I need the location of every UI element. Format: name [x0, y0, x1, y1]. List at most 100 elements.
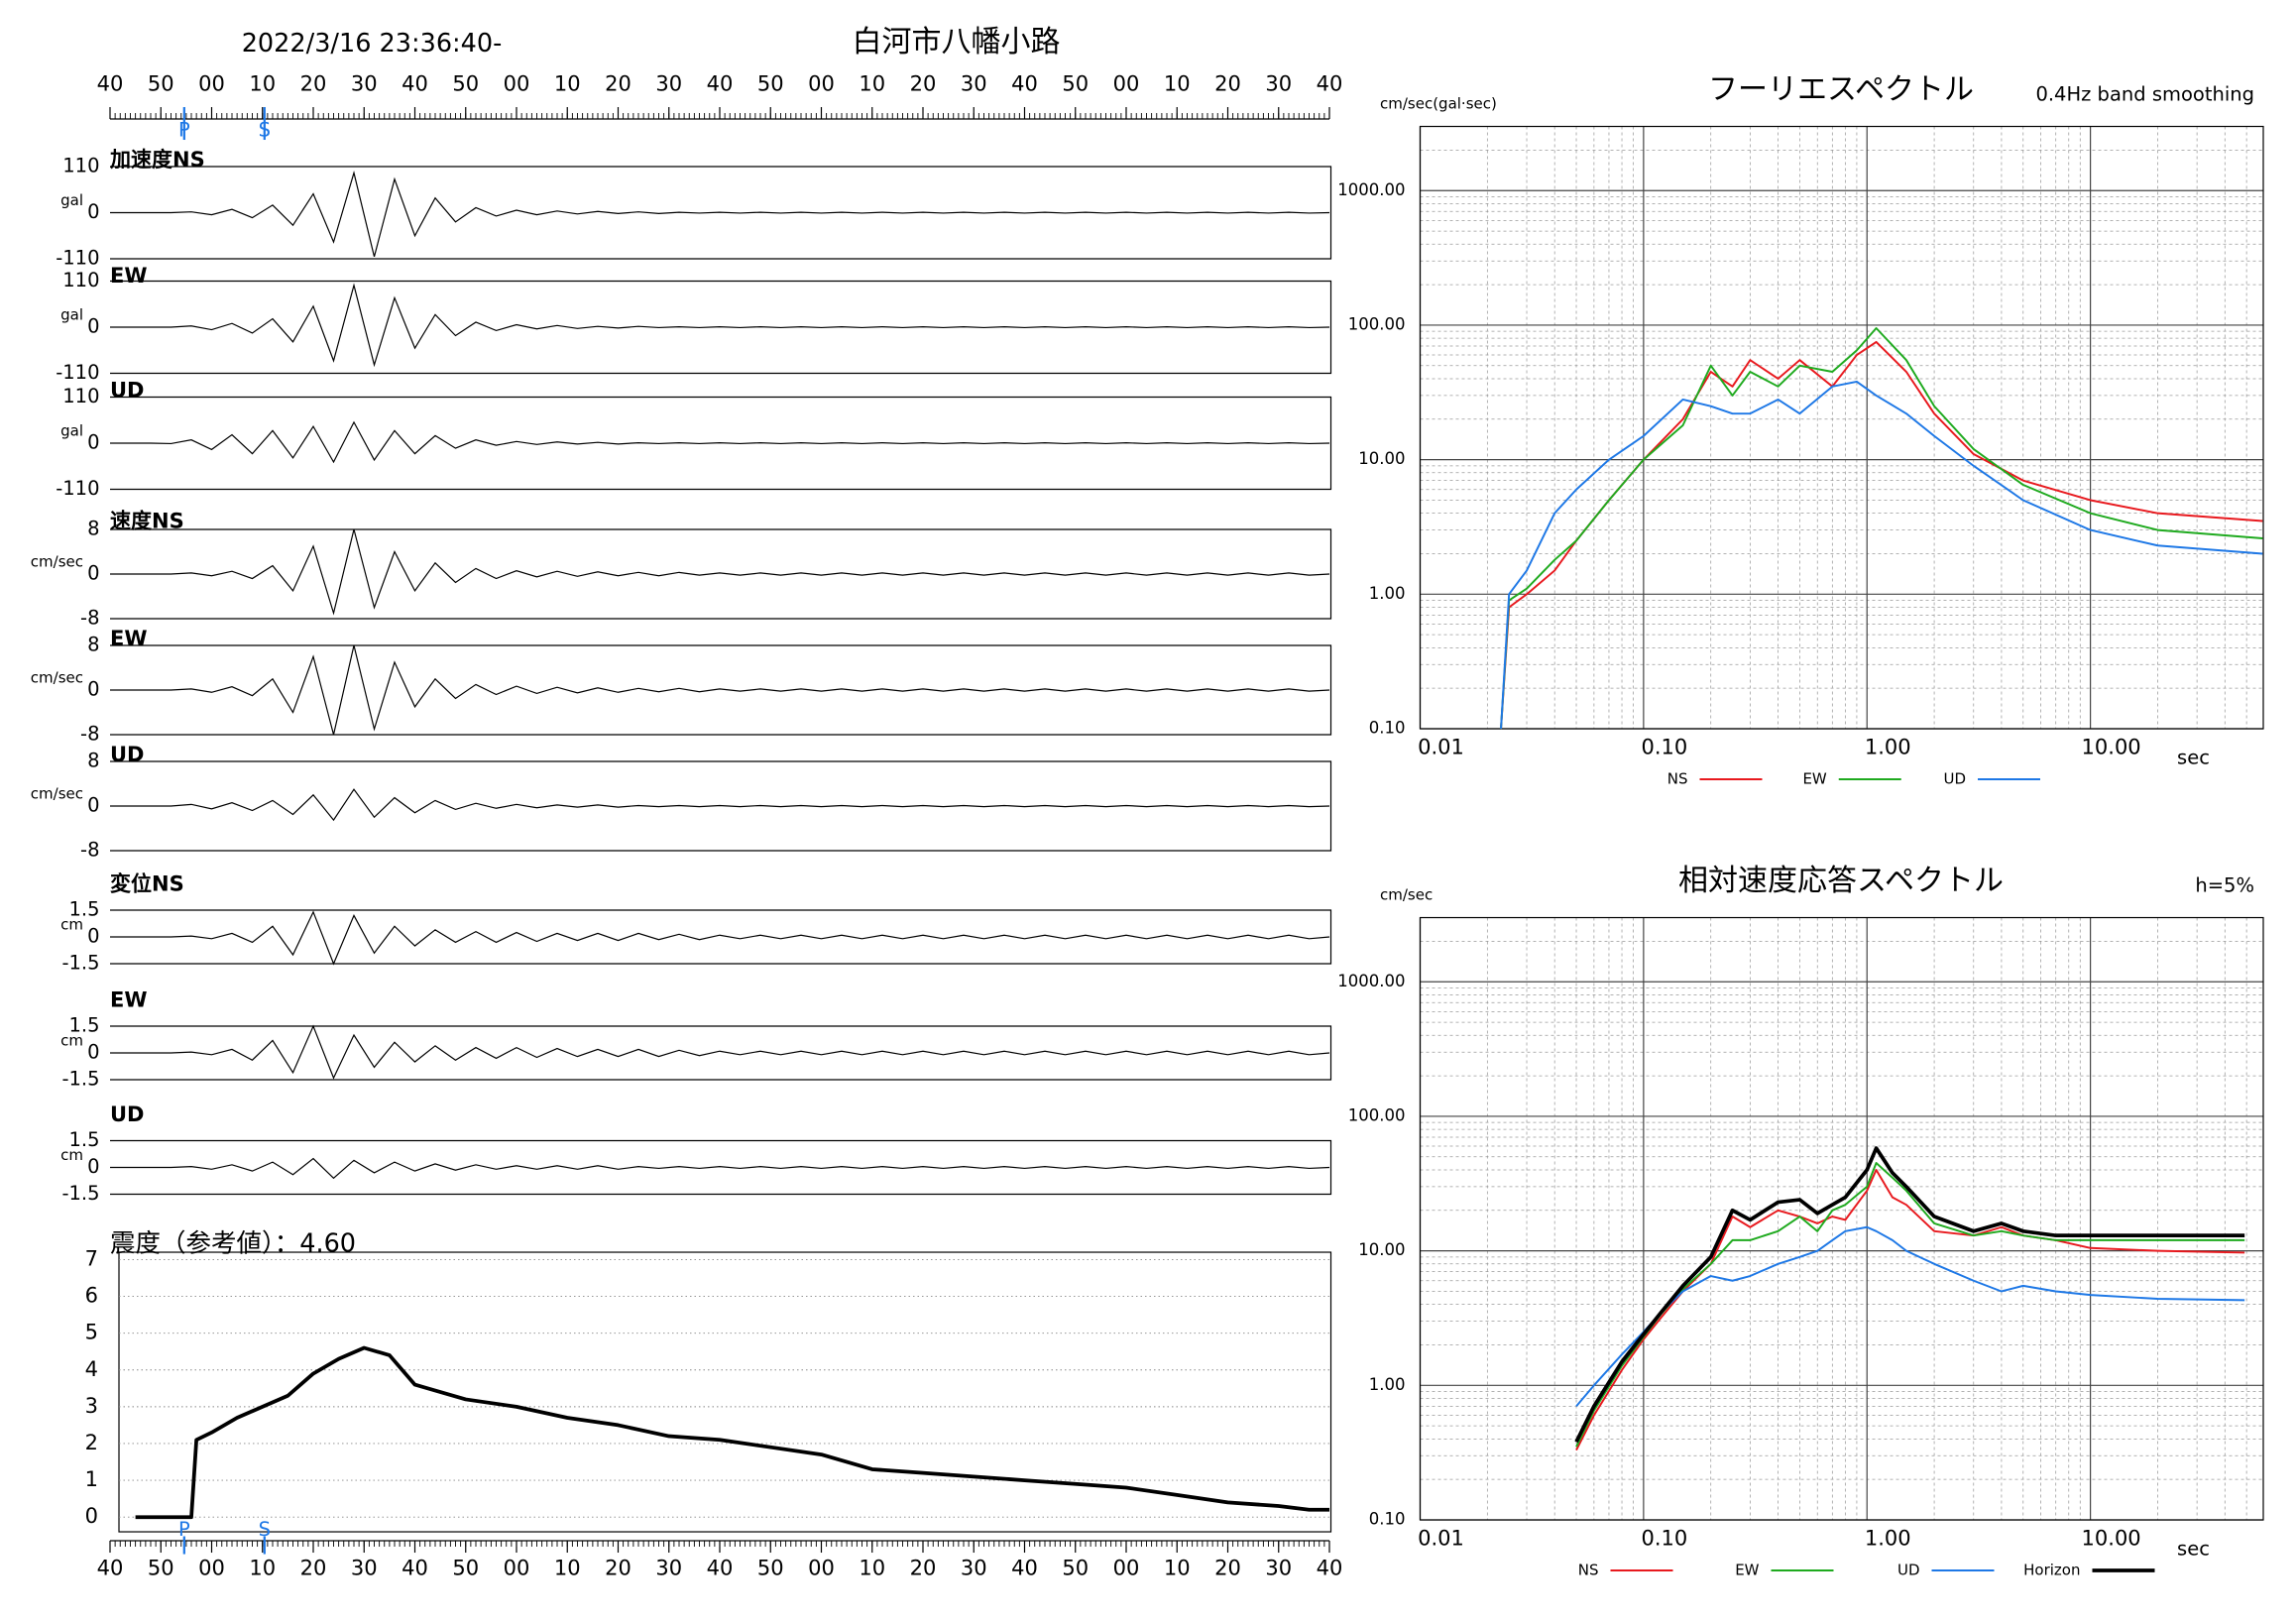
y-tick-label: 8	[87, 518, 99, 540]
x-tick-label: 00	[808, 72, 835, 96]
x-tick-label: 40	[707, 1557, 734, 1580]
y-tick-label: 4	[85, 1357, 98, 1381]
y-tick-label: 0	[87, 315, 99, 338]
y-tick-label: 10.00	[1358, 1240, 1405, 1259]
trace-frame	[110, 644, 1332, 736]
y-tick-label: 1.5	[68, 1128, 99, 1151]
legend-label: UD	[1897, 1562, 1920, 1579]
y-tick-label: 100.00	[1348, 314, 1406, 333]
y-tick-label: -110	[56, 477, 99, 500]
chart-subtitle: h=5%	[2195, 874, 2254, 897]
y-tick-label: -1.5	[61, 952, 99, 975]
x-tick-label: 20	[605, 1557, 631, 1580]
y-tick-label: 0.10	[1369, 719, 1406, 738]
x-tick-label: 30	[1265, 1557, 1292, 1580]
x-tick-label: 0.10	[1641, 736, 1687, 759]
y-tick-label: -110	[56, 361, 99, 384]
channel-label: UD	[110, 743, 144, 766]
x-tick-label: 10	[859, 72, 885, 96]
y-tick-label: 0	[87, 1041, 99, 1064]
trace-frame	[110, 760, 1332, 852]
y-tick-label: -8	[80, 607, 99, 630]
x-tick-label: 30	[961, 1557, 987, 1580]
x-tick-label: 1.00	[1865, 736, 1911, 759]
x-tick-label: 50	[757, 72, 784, 96]
y-tick-label: 2	[85, 1431, 98, 1454]
unit-label: cm	[60, 1146, 83, 1164]
x-tick-label: 20	[910, 72, 937, 96]
x-axis-label: sec	[2177, 1538, 2210, 1561]
phase-label: P	[178, 1518, 190, 1541]
x-tick-label: 30	[351, 1557, 378, 1580]
x-tick-label: 40	[402, 72, 428, 96]
waveform	[110, 788, 1330, 822]
y-tick-label: 110	[62, 155, 99, 177]
x-tick-label: 50	[452, 72, 479, 96]
waveform	[110, 1157, 1330, 1180]
x-tick-label: 20	[300, 72, 327, 96]
x-tick-label: 00	[504, 1557, 530, 1580]
y-tick-label: 1.5	[68, 1014, 99, 1037]
unit-label: gal	[60, 191, 83, 209]
unit-label: gal	[60, 306, 83, 324]
y-tick-label: -8	[80, 723, 99, 746]
x-tick-label: 10.00	[2082, 736, 2141, 759]
trace-frame	[110, 280, 1332, 375]
unit-label: cm/sec	[31, 669, 83, 687]
x-tick-label: 20	[605, 72, 631, 96]
x-tick-label: 40	[1317, 1557, 1343, 1580]
x-tick-label: 10	[554, 1557, 581, 1580]
chart-subtitle: 0.4Hz band smoothing	[2035, 83, 2254, 106]
x-tick-label: 20	[1214, 1557, 1241, 1580]
x-tick-label: 00	[808, 1557, 835, 1580]
waveform	[110, 283, 1330, 368]
x-tick-label: 50	[757, 1557, 784, 1580]
y-tick-label: 0	[87, 1155, 99, 1178]
x-tick-label: 00	[504, 72, 530, 96]
x-tick-label: 30	[655, 1557, 682, 1580]
x-tick-label: 40	[97, 1557, 124, 1580]
x-tick-label: 40	[1011, 1557, 1038, 1580]
y-tick-label: 6	[85, 1284, 98, 1308]
unit-label: cm/sec	[31, 785, 83, 803]
chart-title: 相対速度応答スペクトル	[1678, 864, 2004, 898]
trace-frame	[110, 1025, 1332, 1081]
trace-frame	[110, 528, 1332, 620]
spectrum-line	[1500, 380, 2263, 730]
channel-label: UD	[110, 1102, 144, 1126]
x-tick-label: 30	[655, 72, 682, 96]
x-tick-label: 30	[1265, 72, 1292, 96]
y-tick-label: -1.5	[61, 1182, 99, 1205]
y-tick-label: 8	[87, 634, 99, 656]
waveform	[110, 528, 1330, 616]
y-tick-label: 1000.00	[1337, 180, 1405, 199]
y-tick-label: 0	[87, 200, 99, 223]
unit-label: cm	[60, 916, 83, 934]
y-tick-label: 0	[87, 678, 99, 701]
legend-label: EW	[1735, 1562, 1759, 1579]
y-tick-label: 1	[85, 1467, 98, 1491]
y-tick-label: 10.00	[1358, 449, 1405, 468]
phase-label: P	[178, 119, 190, 142]
trace-frame	[110, 909, 1332, 965]
y-tick-label: 7	[85, 1246, 98, 1270]
trace-frame	[110, 166, 1332, 260]
y-tick-label: -1.5	[61, 1068, 99, 1091]
intensity-line	[135, 1345, 1329, 1520]
y-tick-label: 100.00	[1348, 1105, 1406, 1124]
legend-label: EW	[1802, 770, 1826, 788]
x-tick-label: 00	[1113, 72, 1140, 96]
y-tick-label: 3	[85, 1394, 98, 1418]
waveform	[110, 1024, 1330, 1080]
y-tick-label: -110	[56, 247, 99, 270]
unit-label: cm/sec	[31, 553, 83, 571]
phase-label: S	[259, 119, 271, 142]
channel-label: 変位NS	[110, 872, 184, 896]
x-tick-label: 10	[859, 1557, 885, 1580]
x-tick-label: 50	[148, 1557, 174, 1580]
channel-label: 加速度NS	[109, 148, 205, 172]
waveform	[110, 420, 1330, 464]
y-tick-label: 110	[62, 269, 99, 291]
